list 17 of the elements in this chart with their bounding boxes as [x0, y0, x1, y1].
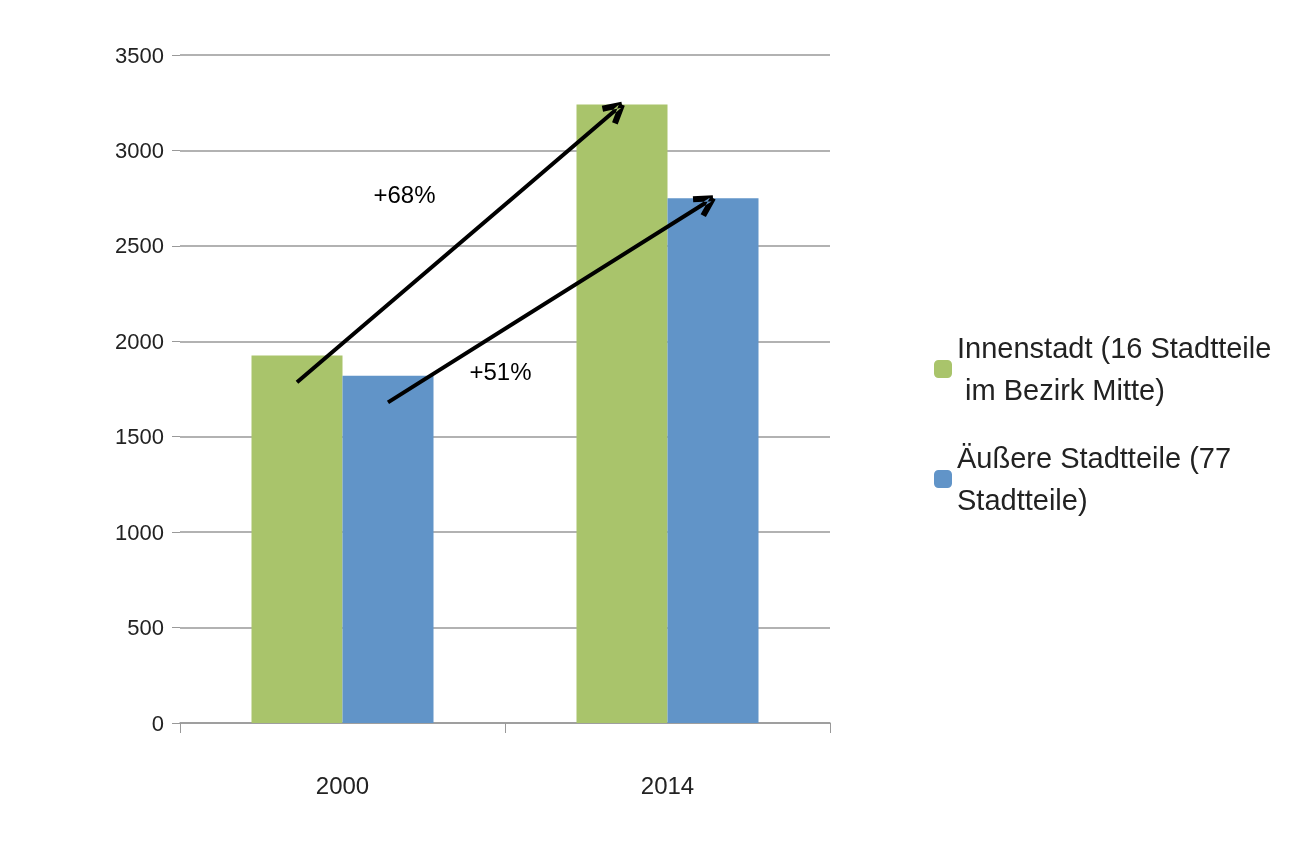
bar [576, 104, 668, 723]
y-tick-label: 2000 [115, 328, 164, 354]
annotation: +68% [373, 181, 436, 209]
y-tick-label: 0 [151, 710, 164, 736]
y-tick-label: 1500 [115, 424, 164, 450]
y-tick-label: 500 [127, 615, 164, 641]
y-tick-label: 3500 [115, 42, 164, 68]
bar [342, 375, 434, 723]
y-tick-label: 3000 [115, 137, 164, 163]
y-tick-label: 1000 [115, 519, 164, 545]
legend-label: Äußere Stadtteile (77 Stadtteile) [957, 442, 1240, 516]
y-tick-label: 2500 [115, 233, 164, 259]
legend-label: Innenstadt (16 Stadtteile im Bezirk Mitte) [957, 332, 1272, 406]
bar [667, 198, 759, 723]
x-tick-label: 2014 [640, 771, 695, 799]
bar [251, 355, 343, 723]
annotation: +51% [469, 358, 532, 386]
